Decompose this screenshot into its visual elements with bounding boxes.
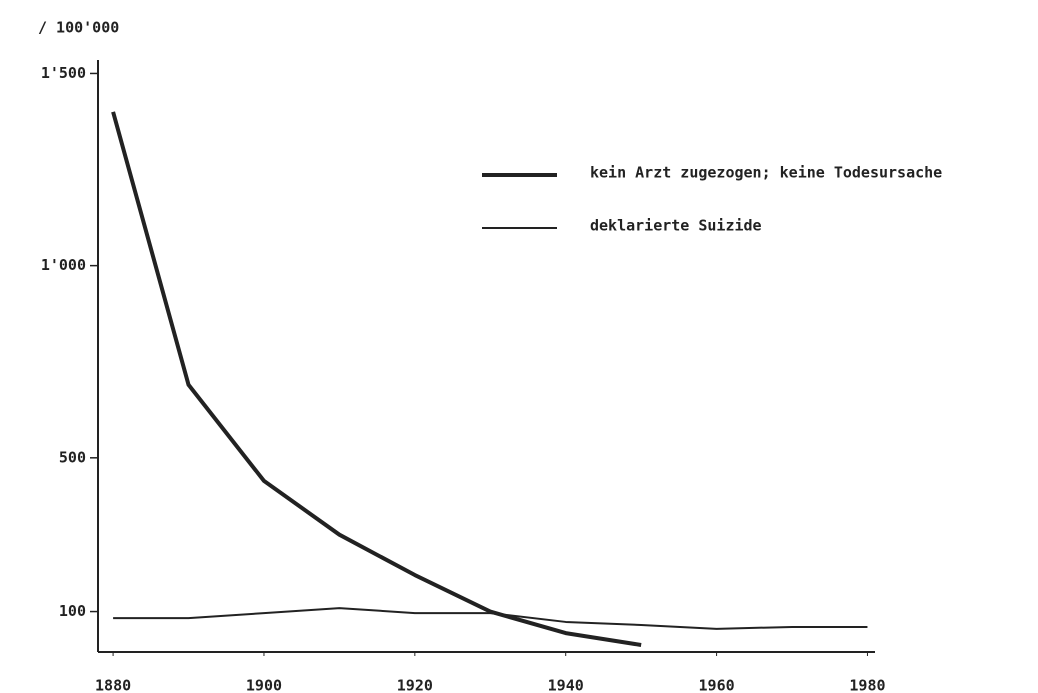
- series-line: [113, 607, 868, 630]
- series-line: [111, 111, 642, 647]
- x-tick-label: 1920: [397, 677, 433, 693]
- x-tick-label: 1880: [95, 677, 131, 693]
- x-tick-label: 1980: [849, 677, 885, 693]
- y-tick-label: 1'000: [41, 256, 86, 274]
- x-tick-label: 1940: [548, 677, 584, 693]
- x-tick-label: 1960: [699, 677, 735, 693]
- y-tick-label: 1'500: [41, 64, 86, 82]
- y-tick-label: 100: [59, 602, 86, 620]
- x-tick-label: 1900: [246, 677, 282, 693]
- legend-label: deklarierte Suizide: [590, 217, 762, 235]
- y-axis-label: / 100'000: [38, 19, 119, 37]
- legend-label: kein Arzt zugezogen; keine Todesursache: [590, 164, 942, 182]
- y-tick-label: 500: [59, 448, 86, 466]
